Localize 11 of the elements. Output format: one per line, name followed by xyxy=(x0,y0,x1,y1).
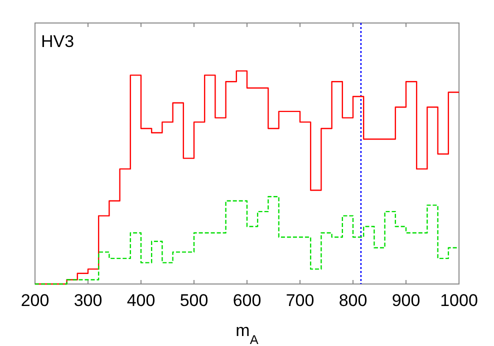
x-tick-label: 400 xyxy=(126,291,156,310)
x-tick-label: 900 xyxy=(392,291,420,310)
x-tick-label: 500 xyxy=(180,291,208,310)
x-tick-label: 600 xyxy=(232,291,262,310)
x-tick-label: 1000 xyxy=(440,291,478,310)
x-tick-label: 200 xyxy=(20,291,50,310)
x-axis-title: m$_{A}$ xyxy=(236,321,259,346)
text: HV3 xyxy=(41,32,74,51)
x-tick-label: 300 xyxy=(74,291,102,310)
x-tick-label: 700 xyxy=(286,291,314,310)
x-tick-label: 800 xyxy=(338,291,368,310)
